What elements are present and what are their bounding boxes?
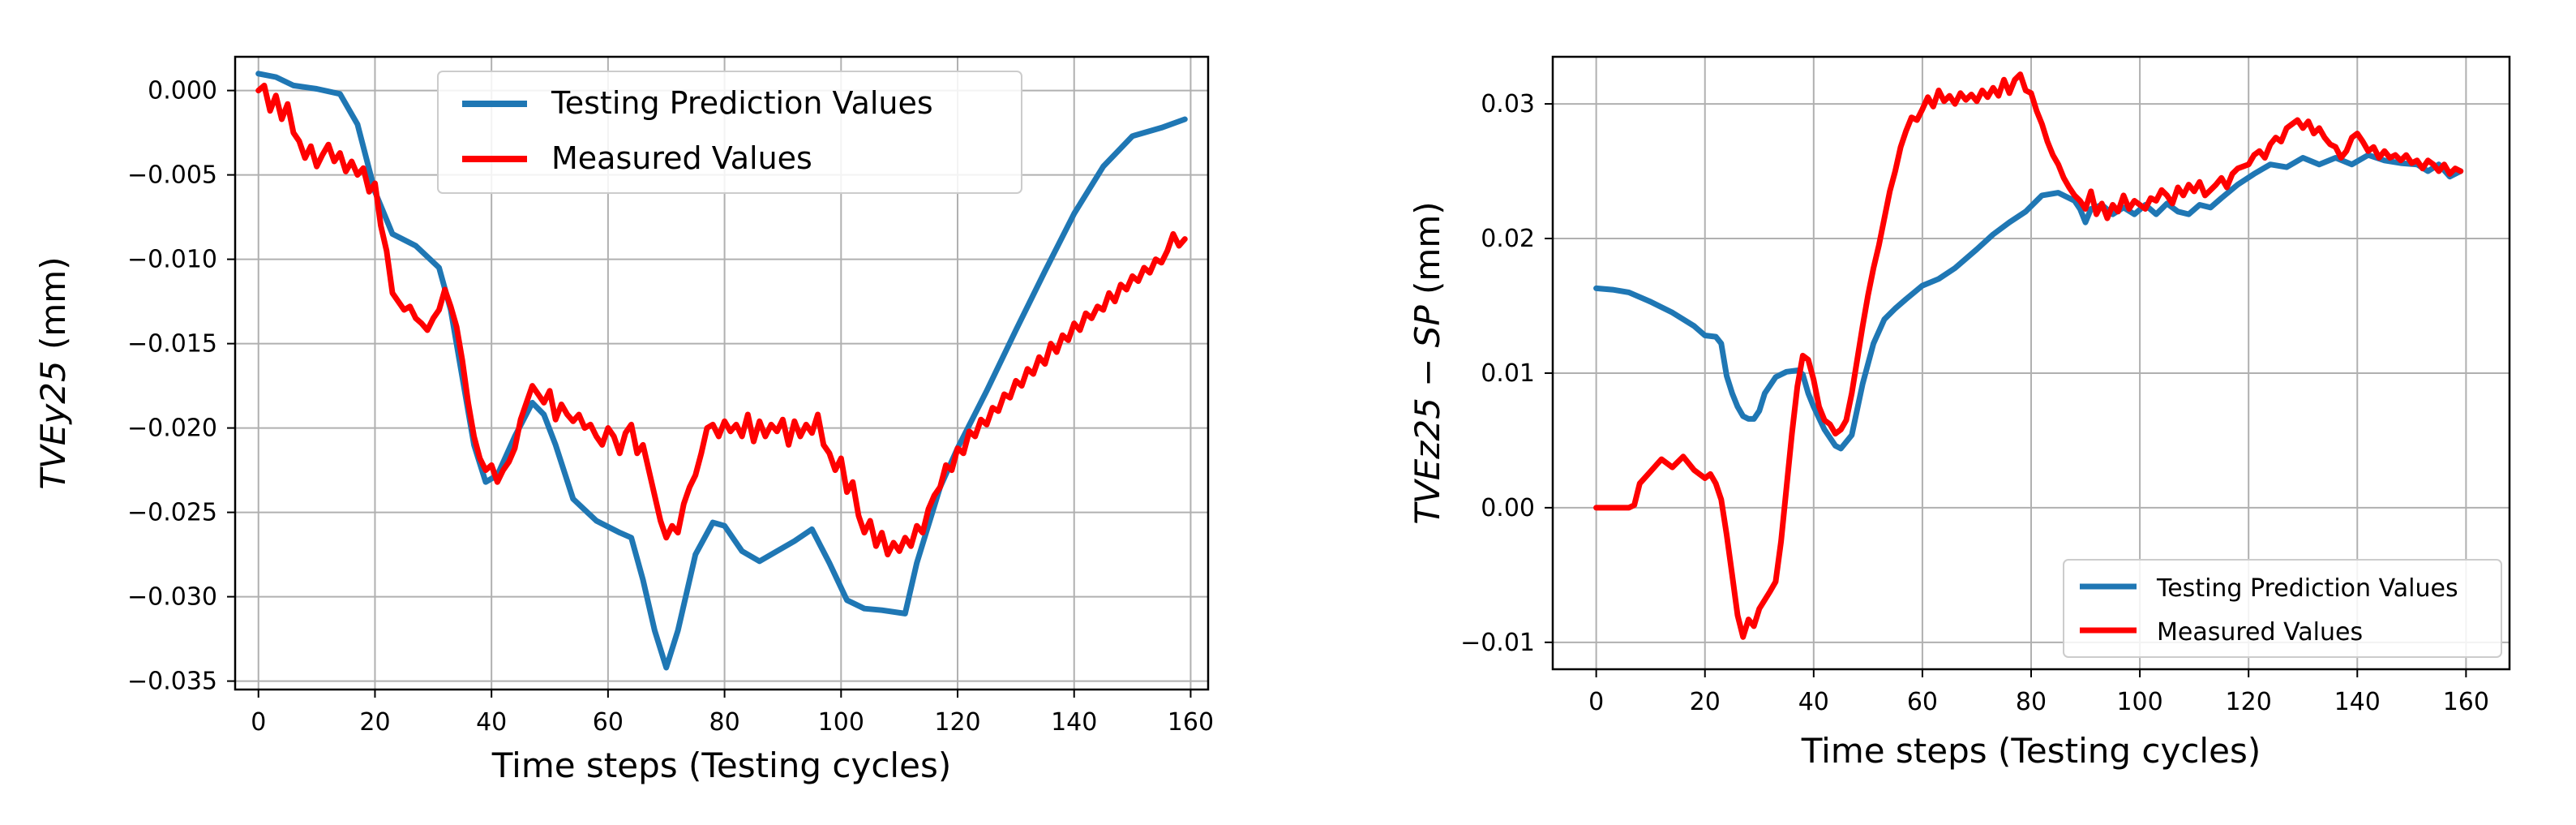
right-chart-prediction-line — [1593, 152, 2464, 452]
left-chart-y-tick-label: −0.010 — [127, 246, 217, 274]
right-chart-y-tick-label: 0.01 — [1481, 359, 1535, 388]
right-chart-x-tick-label: 60 — [1907, 688, 1938, 716]
left-chart-y-tick-label: 0.000 — [148, 77, 217, 105]
left-chart-x-tick-label: 80 — [709, 708, 739, 737]
left-chart-y-tick-label: −0.030 — [127, 583, 217, 612]
left-chart-y-ticks: 0.000 −0.005 −0.010 −0.015 −0.020 −0.025 −0.03… — [127, 77, 235, 696]
right-chart-legend: Testing Prediction Values Measured Value… — [2063, 559, 2502, 658]
right-chart-x-tick-label: 140 — [2334, 688, 2381, 716]
left-chart-y-tick-label: −0.025 — [127, 499, 217, 527]
left-chart-x-tick-label: 20 — [359, 708, 390, 737]
right-chart-x-tick-label: 100 — [2116, 688, 2162, 716]
right-chart-legend-box — [2063, 559, 2502, 658]
right-chart-x-tick-label: 40 — [1798, 688, 1829, 716]
right-chart-x-axis-label: Time steps (Testing cycles) — [1801, 731, 2261, 771]
left-chart-series — [255, 71, 1188, 671]
left-chart-legend-label-measured: Measured Values — [551, 140, 812, 176]
left-chart-x-tick-label: 60 — [593, 708, 624, 737]
right-chart-y-tick-label: −0.01 — [1460, 629, 1535, 657]
right-chart-x-ticks: 0 20 40 60 80 100 120 140 160 — [1588, 669, 2489, 716]
right-chart: 0 20 40 60 80 100 120 140 160 −0.01 0.00 0.01 0.02 0… — [1408, 55, 2511, 771]
right-chart-y-tick-label: 0.02 — [1481, 225, 1535, 253]
left-chart: 0 20 40 60 80 100 120 140 160 0.000 −0.005 −0.010 −… — [33, 55, 1214, 785]
right-chart-legend-label-prediction: Testing Prediction Values — [2156, 574, 2458, 603]
left-chart-y-tick-label: −0.020 — [127, 415, 217, 443]
left-chart-x-tick-label: 0 — [251, 708, 266, 737]
left-chart-legend-box — [437, 71, 1022, 194]
right-chart-measured-line — [1593, 71, 2464, 640]
left-chart-y-axis-label: TVEy25 (mm) — [33, 256, 73, 489]
right-chart-y-tick-label: 0.00 — [1481, 494, 1535, 522]
left-chart-y-axis-label-unit: (mm) — [33, 256, 73, 360]
right-chart-legend-label-measured: Measured Values — [2157, 618, 2363, 647]
left-chart-y-tick-label: −0.005 — [127, 161, 217, 190]
left-chart-y-tick-label: −0.035 — [127, 668, 217, 696]
right-chart-y-axis-label: TVEz25 − SP (mm) — [1408, 201, 1447, 524]
left-chart-x-ticks: 0 20 40 60 80 100 120 140 160 — [251, 690, 1214, 737]
left-chart-legend-label-prediction: Testing Prediction Values — [551, 85, 933, 121]
left-chart-x-tick-label: 40 — [476, 708, 507, 737]
left-chart-measured-line — [255, 82, 1188, 558]
left-chart-x-tick-label: 120 — [934, 708, 980, 737]
right-chart-series — [1593, 71, 2464, 640]
right-chart-y-axis-label-main: TVEz25 − SP — [1408, 305, 1447, 525]
right-chart-x-tick-label: 20 — [1690, 688, 1721, 716]
right-chart-y-ticks: −0.01 0.00 0.01 0.02 0.03 — [1460, 90, 1553, 657]
right-chart-y-axis-label-unit: (mm) — [1408, 201, 1447, 305]
left-chart-x-tick-label: 140 — [1051, 708, 1097, 737]
left-chart-plot-frame — [234, 55, 1210, 691]
left-chart-x-tick-label: 160 — [1168, 708, 1214, 737]
left-chart-y-tick-label: −0.015 — [127, 330, 217, 359]
right-chart-x-tick-label: 80 — [2016, 688, 2047, 716]
left-chart-x-axis-label: Time steps (Testing cycles) — [491, 746, 951, 785]
right-chart-x-tick-label: 0 — [1588, 688, 1604, 716]
right-chart-x-tick-label: 120 — [2226, 688, 2272, 716]
left-chart-x-tick-label: 100 — [818, 708, 864, 737]
right-chart-y-tick-label: 0.03 — [1481, 90, 1535, 118]
right-chart-x-tick-label: 160 — [2443, 688, 2489, 716]
left-chart-legend: Testing Prediction Values Measured Value… — [437, 71, 1022, 194]
left-chart-y-axis-label-main: TVEy25 — [33, 360, 73, 489]
